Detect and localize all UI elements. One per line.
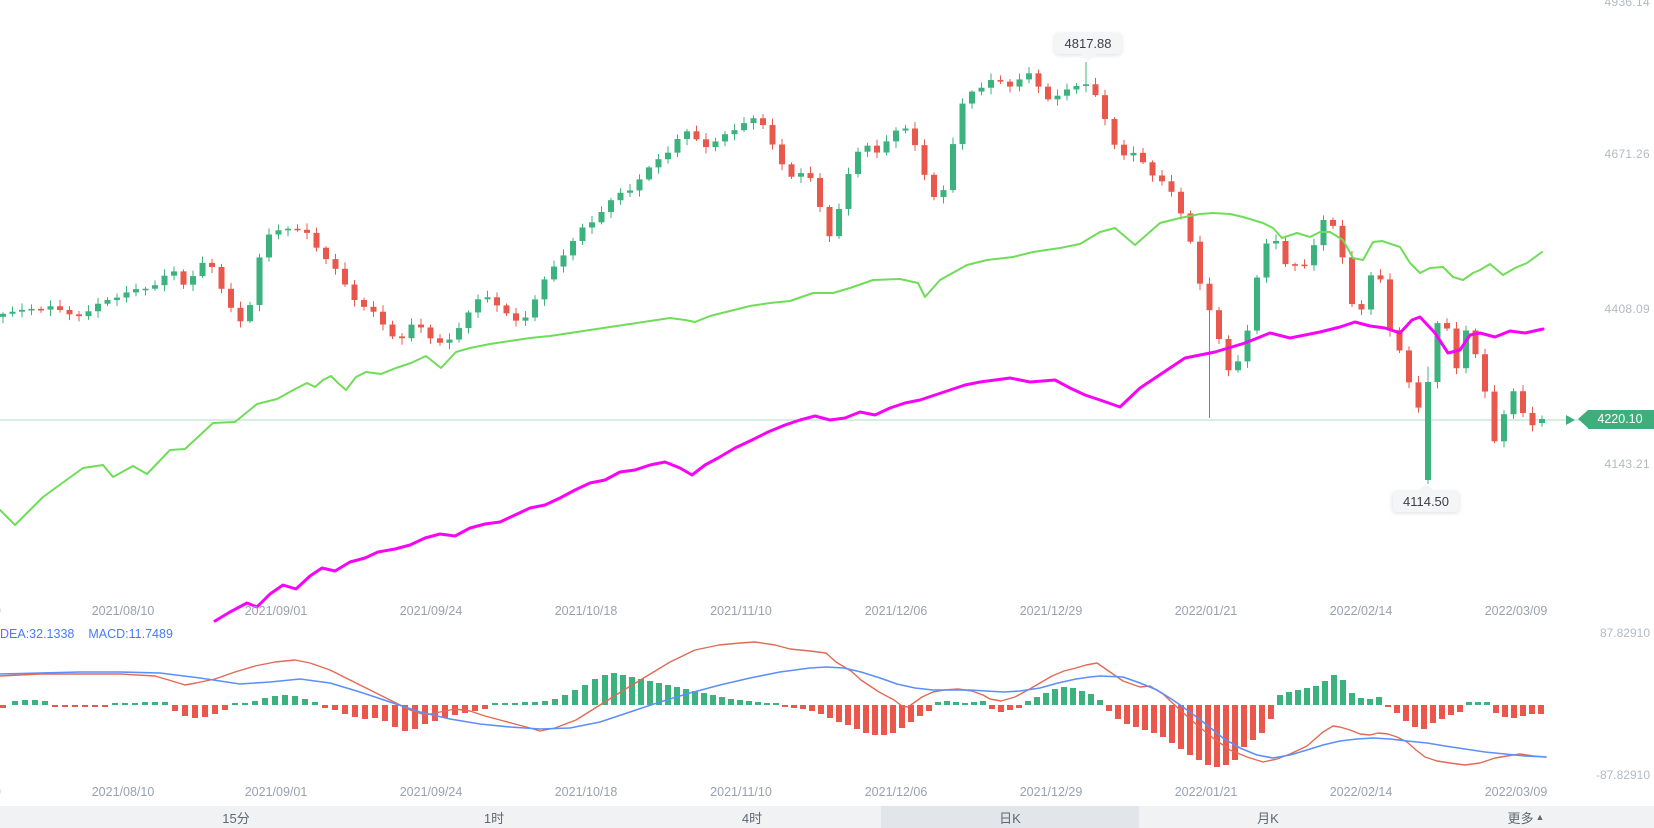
timeframe-toolbar: 15分 1时 4时 日K 月K 更多 ▲ bbox=[0, 806, 1654, 828]
current-price-arrow-icon bbox=[1566, 415, 1575, 425]
timeframe-tab-5[interactable]: 更多 ▲ bbox=[1397, 806, 1654, 828]
macd-value-label: MACD:11.7489 bbox=[88, 627, 173, 641]
timeframe-tab-0[interactable]: 15分 bbox=[107, 806, 365, 828]
timeframe-tab-label: 1时 bbox=[483, 810, 505, 826]
date-label-2022-03-09: 2022/03/09 bbox=[1484, 785, 1548, 799]
timeframe-tab-2[interactable]: 4时 bbox=[623, 806, 881, 828]
partial-date-label: 9 bbox=[0, 604, 1, 618]
date-label-2021-10-18: 2021/10/18 bbox=[554, 604, 618, 618]
high-price-value: 4817.88 bbox=[1064, 36, 1112, 51]
macd-dif-line bbox=[0, 641, 1547, 766]
tooltip-tail-down-icon bbox=[1080, 54, 1096, 61]
x-axis-date-row-main: 9 2021/08/10 2021/09/01 2021/09/24 2021/10/1… bbox=[0, 604, 1654, 620]
date-label-2021-09-24: 2021/09/24 bbox=[399, 604, 463, 618]
high-price-tooltip: 4817.88 bbox=[1054, 33, 1122, 61]
badge-left-tip-icon bbox=[1578, 410, 1588, 428]
timeframe-tab-label: 15分 bbox=[222, 810, 250, 826]
dea-value-label: DEA:32.1338 bbox=[0, 627, 75, 641]
date-label-2021-12-06: 2021/12/06 bbox=[864, 785, 928, 799]
timeframe-tab-4[interactable]: 月K bbox=[1139, 806, 1397, 828]
candles-group bbox=[0, 62, 1545, 484]
timeframe-tab-label: 4时 bbox=[741, 810, 763, 826]
macd-indicator-header: DEA:32.1338 MACD:11.7489 bbox=[0, 627, 187, 641]
toolbar-left-spacer bbox=[0, 806, 107, 828]
date-label-2022-02-14: 2022/02/14 bbox=[1329, 604, 1393, 618]
price-axis-label-2: 4408.09 bbox=[1604, 302, 1650, 316]
date-label-2021-09-01: 2021/09/01 bbox=[244, 785, 308, 799]
date-label-2021-11-10: 2021/11/10 bbox=[710, 604, 772, 618]
macd-axis-max-label: 87.82910 bbox=[1599, 626, 1650, 640]
low-price-value: 4114.50 bbox=[1402, 494, 1450, 509]
date-label-2021-09-24: 2021/09/24 bbox=[399, 785, 463, 799]
date-label-2021-12-06: 2021/12/06 bbox=[864, 604, 928, 618]
date-label-2021-11-10: 2021/11/10 bbox=[710, 785, 772, 799]
timeframe-tab-1[interactable]: 1时 bbox=[365, 806, 623, 828]
tooltip-tail-up-icon bbox=[1418, 484, 1434, 491]
date-label-2022-02-14: 2022/02/14 bbox=[1329, 785, 1393, 799]
more-arrow-up-icon: ▲ bbox=[1535, 812, 1545, 822]
date-label-2021-09-01: 2021/09/01 bbox=[244, 604, 308, 618]
x-axis-date-row-macd: 9 2021/08/10 2021/09/01 2021/09/24 2021/10/1… bbox=[0, 785, 1654, 801]
timeframe-tab-label: 更多 bbox=[1507, 810, 1534, 826]
overlay-line-magenta bbox=[213, 315, 1545, 623]
current-price-value: 4220.10 bbox=[1597, 412, 1643, 426]
date-label-2021-08-10: 2021/08/10 bbox=[91, 785, 155, 799]
price-axis-label-3: 4143.21 bbox=[1604, 457, 1650, 471]
date-label-2021-10-18: 2021/10/18 bbox=[554, 785, 618, 799]
date-label-2021-08-10: 2021/08/10 bbox=[91, 604, 155, 618]
partial-date-label: 9 bbox=[0, 785, 1, 799]
macd-dea-line bbox=[0, 666, 1547, 759]
date-label-2021-12-29: 2021/12/29 bbox=[1019, 604, 1083, 618]
price-axis-label-1: 4671.26 bbox=[1604, 147, 1650, 161]
timeframe-tab-3-active[interactable]: 日K bbox=[881, 806, 1139, 828]
current-price-badge: 4220.10 bbox=[1578, 410, 1654, 429]
date-label-2022-01-21: 2022/01/21 bbox=[1174, 785, 1238, 799]
ma-line-green bbox=[0, 212, 1543, 526]
macd-axis-min-label: -87.82910 bbox=[1595, 768, 1650, 782]
price-axis-label-0: 4936.14 bbox=[1604, 0, 1650, 9]
date-label-2021-12-29: 2021/12/29 bbox=[1019, 785, 1083, 799]
timeframe-tab-label: 日K bbox=[999, 810, 1021, 826]
macd-histogram-group bbox=[0, 673, 1544, 767]
date-label-2022-03-09: 2022/03/09 bbox=[1484, 604, 1548, 618]
timeframe-tab-label: 月K bbox=[1257, 810, 1279, 826]
low-price-tooltip: 4114.50 bbox=[1392, 484, 1460, 512]
date-label-2022-01-21: 2022/01/21 bbox=[1174, 604, 1238, 618]
